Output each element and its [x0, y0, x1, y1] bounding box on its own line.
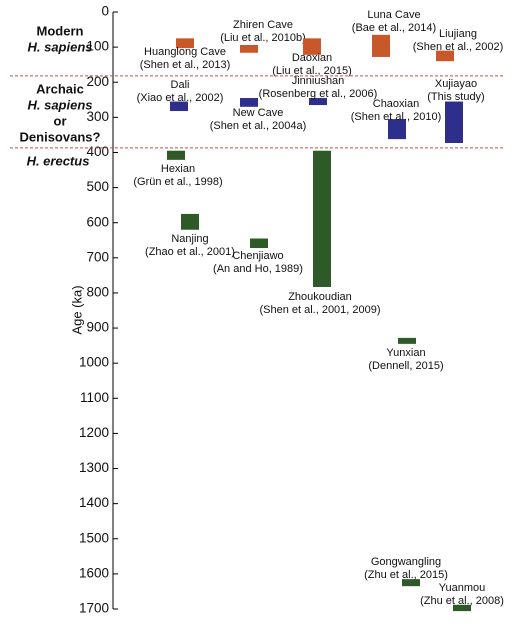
y-tick-label: 0 [101, 4, 109, 19]
site-name: New Cave [233, 107, 284, 119]
y-axis-label: Age (ka) [69, 285, 84, 334]
group-label: H. sapiens [27, 39, 92, 54]
site-name: Yunxian [386, 347, 425, 359]
site-citation: (Dennell, 2015) [368, 360, 443, 372]
y-tick-label: 200 [86, 74, 109, 89]
range-bar [388, 119, 406, 140]
y-tick-label: 1500 [79, 530, 109, 545]
y-tick-label: 300 [86, 109, 109, 124]
y-tick-label: 1100 [80, 390, 109, 405]
y-tick-label: 1600 [79, 565, 109, 580]
site-name: Xujiayao [435, 78, 477, 90]
site-citation: (Xiao et al., 2002) [137, 92, 224, 104]
site-citation: (Shen et al., 2001, 2009) [259, 304, 380, 316]
y-tick-label: 900 [86, 320, 109, 335]
site-name: Yuanmou [439, 582, 485, 594]
site-citation: (Liu et al., 2015) [272, 65, 352, 77]
group-label: Denisovans? [20, 129, 101, 144]
range-bar [170, 101, 188, 112]
site-name: Dali [171, 79, 190, 91]
site-citation: (Shen et al., 2002) [413, 41, 504, 53]
y-tick-label: 1300 [79, 460, 109, 475]
group-label: Modern [37, 23, 84, 38]
range-bar [436, 50, 454, 62]
group-label: H. erectus [27, 153, 90, 168]
range-bar [398, 337, 416, 344]
group-label: Archaic [36, 81, 84, 96]
range-bar [402, 579, 420, 587]
site-citation: (Zhao et al., 2001) [145, 246, 235, 258]
site-citation: (Shen et al., 2010) [351, 111, 442, 123]
site-citation: (Zhu et al., 2015) [364, 569, 448, 581]
y-tick-label: 600 [86, 214, 109, 229]
site-name: Huanglong Cave [144, 46, 226, 58]
site-name: Zhiren Cave [233, 19, 293, 31]
range-bar [372, 34, 390, 57]
y-tick-label: 100 [86, 39, 109, 54]
y-tick-label: 1400 [79, 495, 109, 510]
site-name: Hexian [161, 163, 195, 175]
y-tick-label: 500 [86, 179, 109, 194]
range-bar [240, 98, 258, 107]
site-name: Gongwangling [371, 556, 441, 568]
y-tick-label: 1200 [79, 425, 109, 440]
site-citation: (An and Ho, 1989) [213, 263, 303, 275]
site-name: Chenjiawo [232, 250, 283, 262]
y-tick-label: 800 [86, 285, 109, 300]
range-bar [250, 238, 268, 248]
group-label: H. sapiens [27, 97, 92, 112]
y-tick-label: 1000 [79, 355, 109, 370]
site-name: Nanjing [171, 233, 208, 245]
site-name: Jinniushan [292, 75, 345, 87]
site-name: Liujiang [439, 28, 477, 40]
range-bar [313, 150, 331, 287]
range-bar [181, 213, 199, 230]
y-tick-label: 1700 [79, 601, 109, 616]
site-citation: (Rosenberg et al., 2006) [259, 88, 378, 100]
range-bar [453, 604, 471, 612]
site-citation: (Shen et al., 2004a) [210, 120, 307, 132]
site-name: Zhoukoudian [288, 291, 352, 303]
range-bar [309, 98, 327, 106]
site-citation: (Liu et al., 2010b) [220, 32, 306, 44]
site-citation: (Bae et al., 2014) [352, 22, 436, 34]
site-name: Chaoxian [373, 98, 419, 110]
range-bar [303, 38, 321, 55]
y-tick-label: 400 [86, 144, 109, 159]
site-name: Luna Cave [367, 9, 420, 21]
site-citation: (This study) [427, 91, 484, 103]
site-citation: (Zhu et al., 2008) [420, 595, 504, 607]
range-bar [240, 45, 258, 53]
site-name: Daoxian [292, 52, 332, 64]
range-bar [176, 38, 194, 49]
site-citation: (Shen et al., 2013) [140, 59, 231, 71]
y-tick-label: 700 [86, 249, 109, 264]
group-label: or [54, 113, 67, 128]
site-citation: (Grün et al., 1998) [133, 176, 222, 188]
range-bar [445, 101, 463, 143]
range-bar [167, 150, 185, 160]
